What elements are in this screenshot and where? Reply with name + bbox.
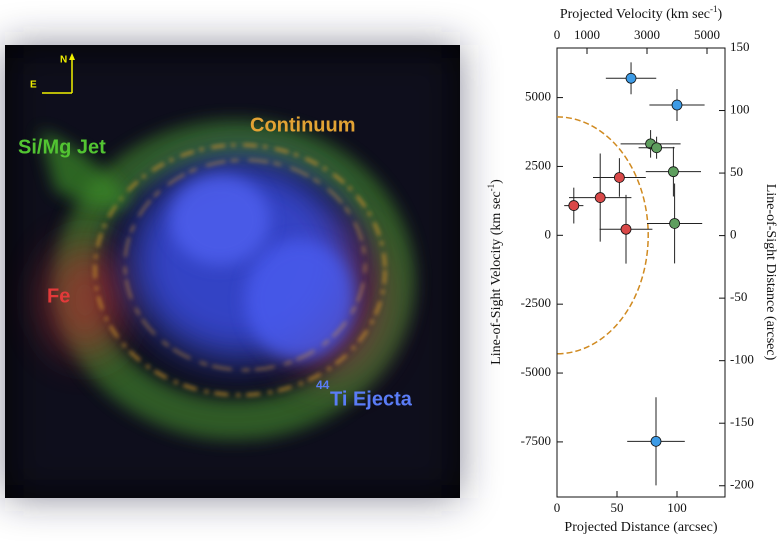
data-point: [651, 436, 661, 446]
compass-east: E: [30, 80, 37, 91]
data-point: [668, 167, 678, 177]
y2-tick-label: -50: [730, 289, 747, 304]
y-label-sup: -1: [486, 184, 496, 192]
x2-label-sup: -1: [710, 4, 718, 14]
y2-tick-label: -150: [730, 414, 754, 429]
data-point: [595, 193, 605, 203]
fe-label: Fe: [47, 285, 70, 307]
y2-tick-label: 150: [730, 39, 750, 54]
data-point: [569, 201, 579, 211]
remnant-image: N E Si/Mg Jet Continuum Fe 44 Ti Ejecta: [5, 45, 460, 498]
shell-curve: [557, 117, 648, 354]
y-tick-label: -2500: [521, 295, 551, 310]
continuum-label: Continuum: [250, 114, 356, 136]
x2-label-end: ): [718, 7, 723, 22]
ti-label: Ti Ejecta: [330, 388, 413, 410]
y2-tick-label: -100: [730, 352, 754, 367]
y2-tick-label: 100: [730, 102, 750, 117]
x2-tick-label: 0: [554, 27, 561, 42]
y-tick-label: 5000: [525, 89, 551, 104]
y-tick-label: 0: [545, 226, 552, 241]
data-point: [614, 172, 624, 182]
y-tick-label: -7500: [521, 433, 551, 448]
figure: N E Si/Mg Jet Continuum Fe 44 Ti Ejecta …: [0, 0, 778, 541]
ti-mass-label: 44: [316, 378, 330, 392]
data-point: [670, 218, 680, 228]
data-point: [672, 100, 682, 110]
data-point: [621, 224, 631, 234]
x-tick-label: 100: [667, 500, 687, 515]
x2-tick-label: 5000: [694, 27, 720, 42]
y-label-text: Line-of-Sight Velocity (km sec: [489, 191, 504, 365]
jet-label: Si/Mg Jet: [18, 136, 106, 158]
x2-axis-label: Projected Velocity (km sec-1): [560, 4, 723, 22]
y-label-end: ): [489, 179, 504, 184]
data-point: [652, 143, 662, 153]
plot-frame: [557, 48, 725, 497]
x2-tick-label: 3000: [634, 27, 660, 42]
x-axis-label: Projected Distance (arcsec): [564, 520, 717, 535]
y-tick-label: -5000: [521, 364, 551, 379]
y2-tick-label: -200: [730, 477, 754, 492]
y-tick-label: 2500: [525, 157, 551, 172]
y2-tick-label: 50: [730, 164, 743, 179]
x-tick-label: 0: [554, 500, 561, 515]
x2-tick-label: 1000: [574, 27, 600, 42]
x2-label-text: Projected Velocity (km sec: [560, 7, 710, 22]
y2-axis-label: Line-of-Sight Distance (arcsec): [763, 184, 778, 361]
compass-north: N: [60, 55, 67, 66]
y-axis-label: Line-of-Sight Velocity (km sec-1): [486, 179, 504, 365]
data-point: [626, 73, 636, 83]
x-tick-label: 50: [611, 500, 624, 515]
y2-tick-label: 0: [730, 227, 737, 242]
